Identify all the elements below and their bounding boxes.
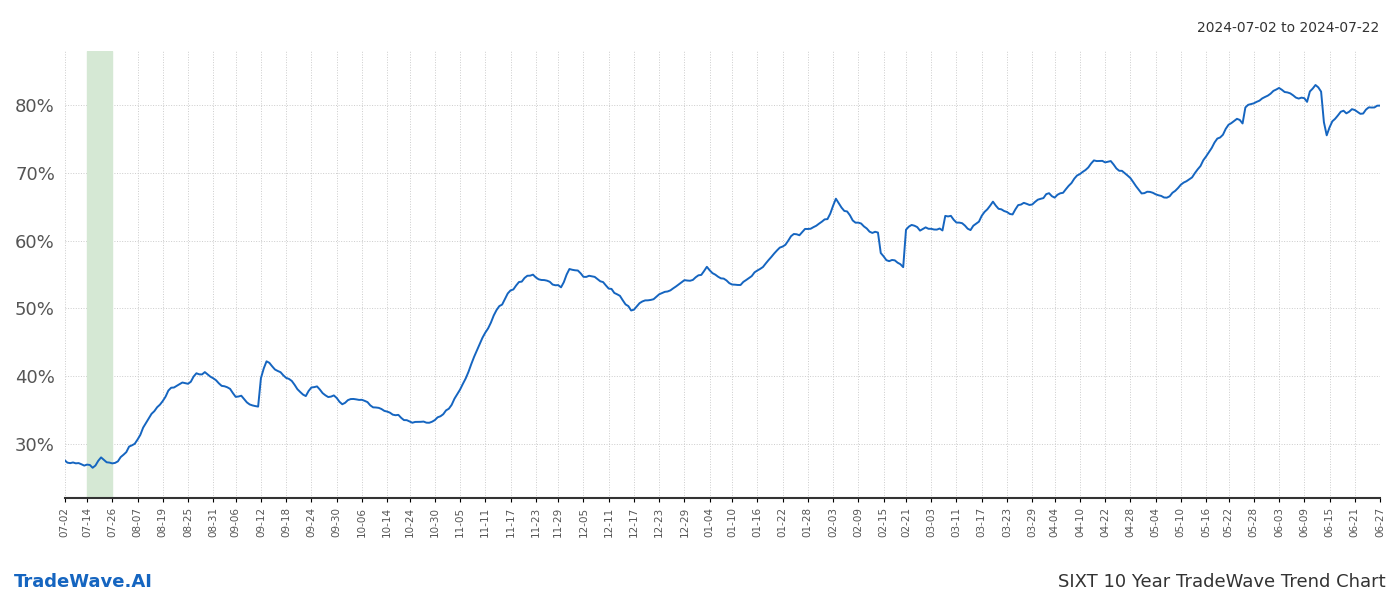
- Text: 2024-07-02 to 2024-07-22: 2024-07-02 to 2024-07-22: [1197, 21, 1379, 35]
- Text: TradeWave.AI: TradeWave.AI: [14, 573, 153, 591]
- Bar: [87, 51, 112, 498]
- Text: SIXT 10 Year TradeWave Trend Chart: SIXT 10 Year TradeWave Trend Chart: [1058, 573, 1386, 591]
